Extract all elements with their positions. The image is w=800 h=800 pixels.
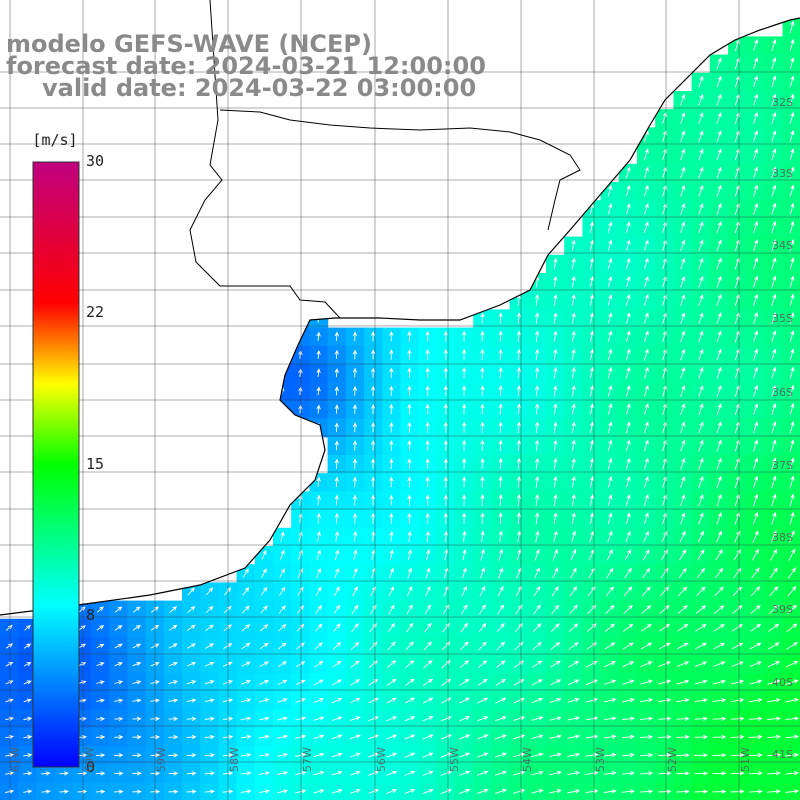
lat-label: 33S [772,167,793,180]
colorbar-unit: [m/s] [32,131,78,149]
colorbar-tick-22: 22 [86,303,105,321]
model-title: modelo GEFS-WAVE (NCEP) [6,30,372,58]
lon-label: 54W [521,747,534,772]
lat-label: 35S [772,312,793,325]
lon-label: 59W [155,747,168,772]
lon-label: 58W [228,747,241,772]
lon-label: 57W [301,747,314,772]
coastline [0,17,800,616]
lat-label: 41S [772,748,793,761]
lon-label: 52W [666,747,679,772]
lat-label: 39S [772,603,793,616]
lat-label: 36S [772,386,793,399]
lat-label: 40S [772,676,793,689]
lon-label: 56W [375,747,388,772]
colorbar-tick-30: 30 [86,152,105,170]
colorbar-tick-8: 8 [86,606,96,624]
colorbar-tick-15: 15 [86,455,105,473]
lat-label: 37S [772,459,793,472]
lat-label: 34S [772,239,793,252]
lon-label: 60W [83,747,96,772]
lon-label: 61W [9,747,22,772]
lat-label: 38S [772,531,793,544]
forecast-date: forecast date: 2024-03-21 12:00:00 [6,52,486,80]
colorbar [32,161,80,768]
wind-arrows [5,20,800,795]
valid-date: valid date: 2024-03-22 03:00:00 [42,74,477,102]
lon-label: 55W [448,747,461,772]
lat-label: 32S [772,96,793,109]
colorbar-tick-0: 0 [86,758,96,776]
land-mass [0,0,800,615]
country-border [189,0,581,319]
lon-label: 51W [739,747,752,772]
colorbar-gradient [32,161,80,768]
lon-label: 53W [594,747,607,772]
